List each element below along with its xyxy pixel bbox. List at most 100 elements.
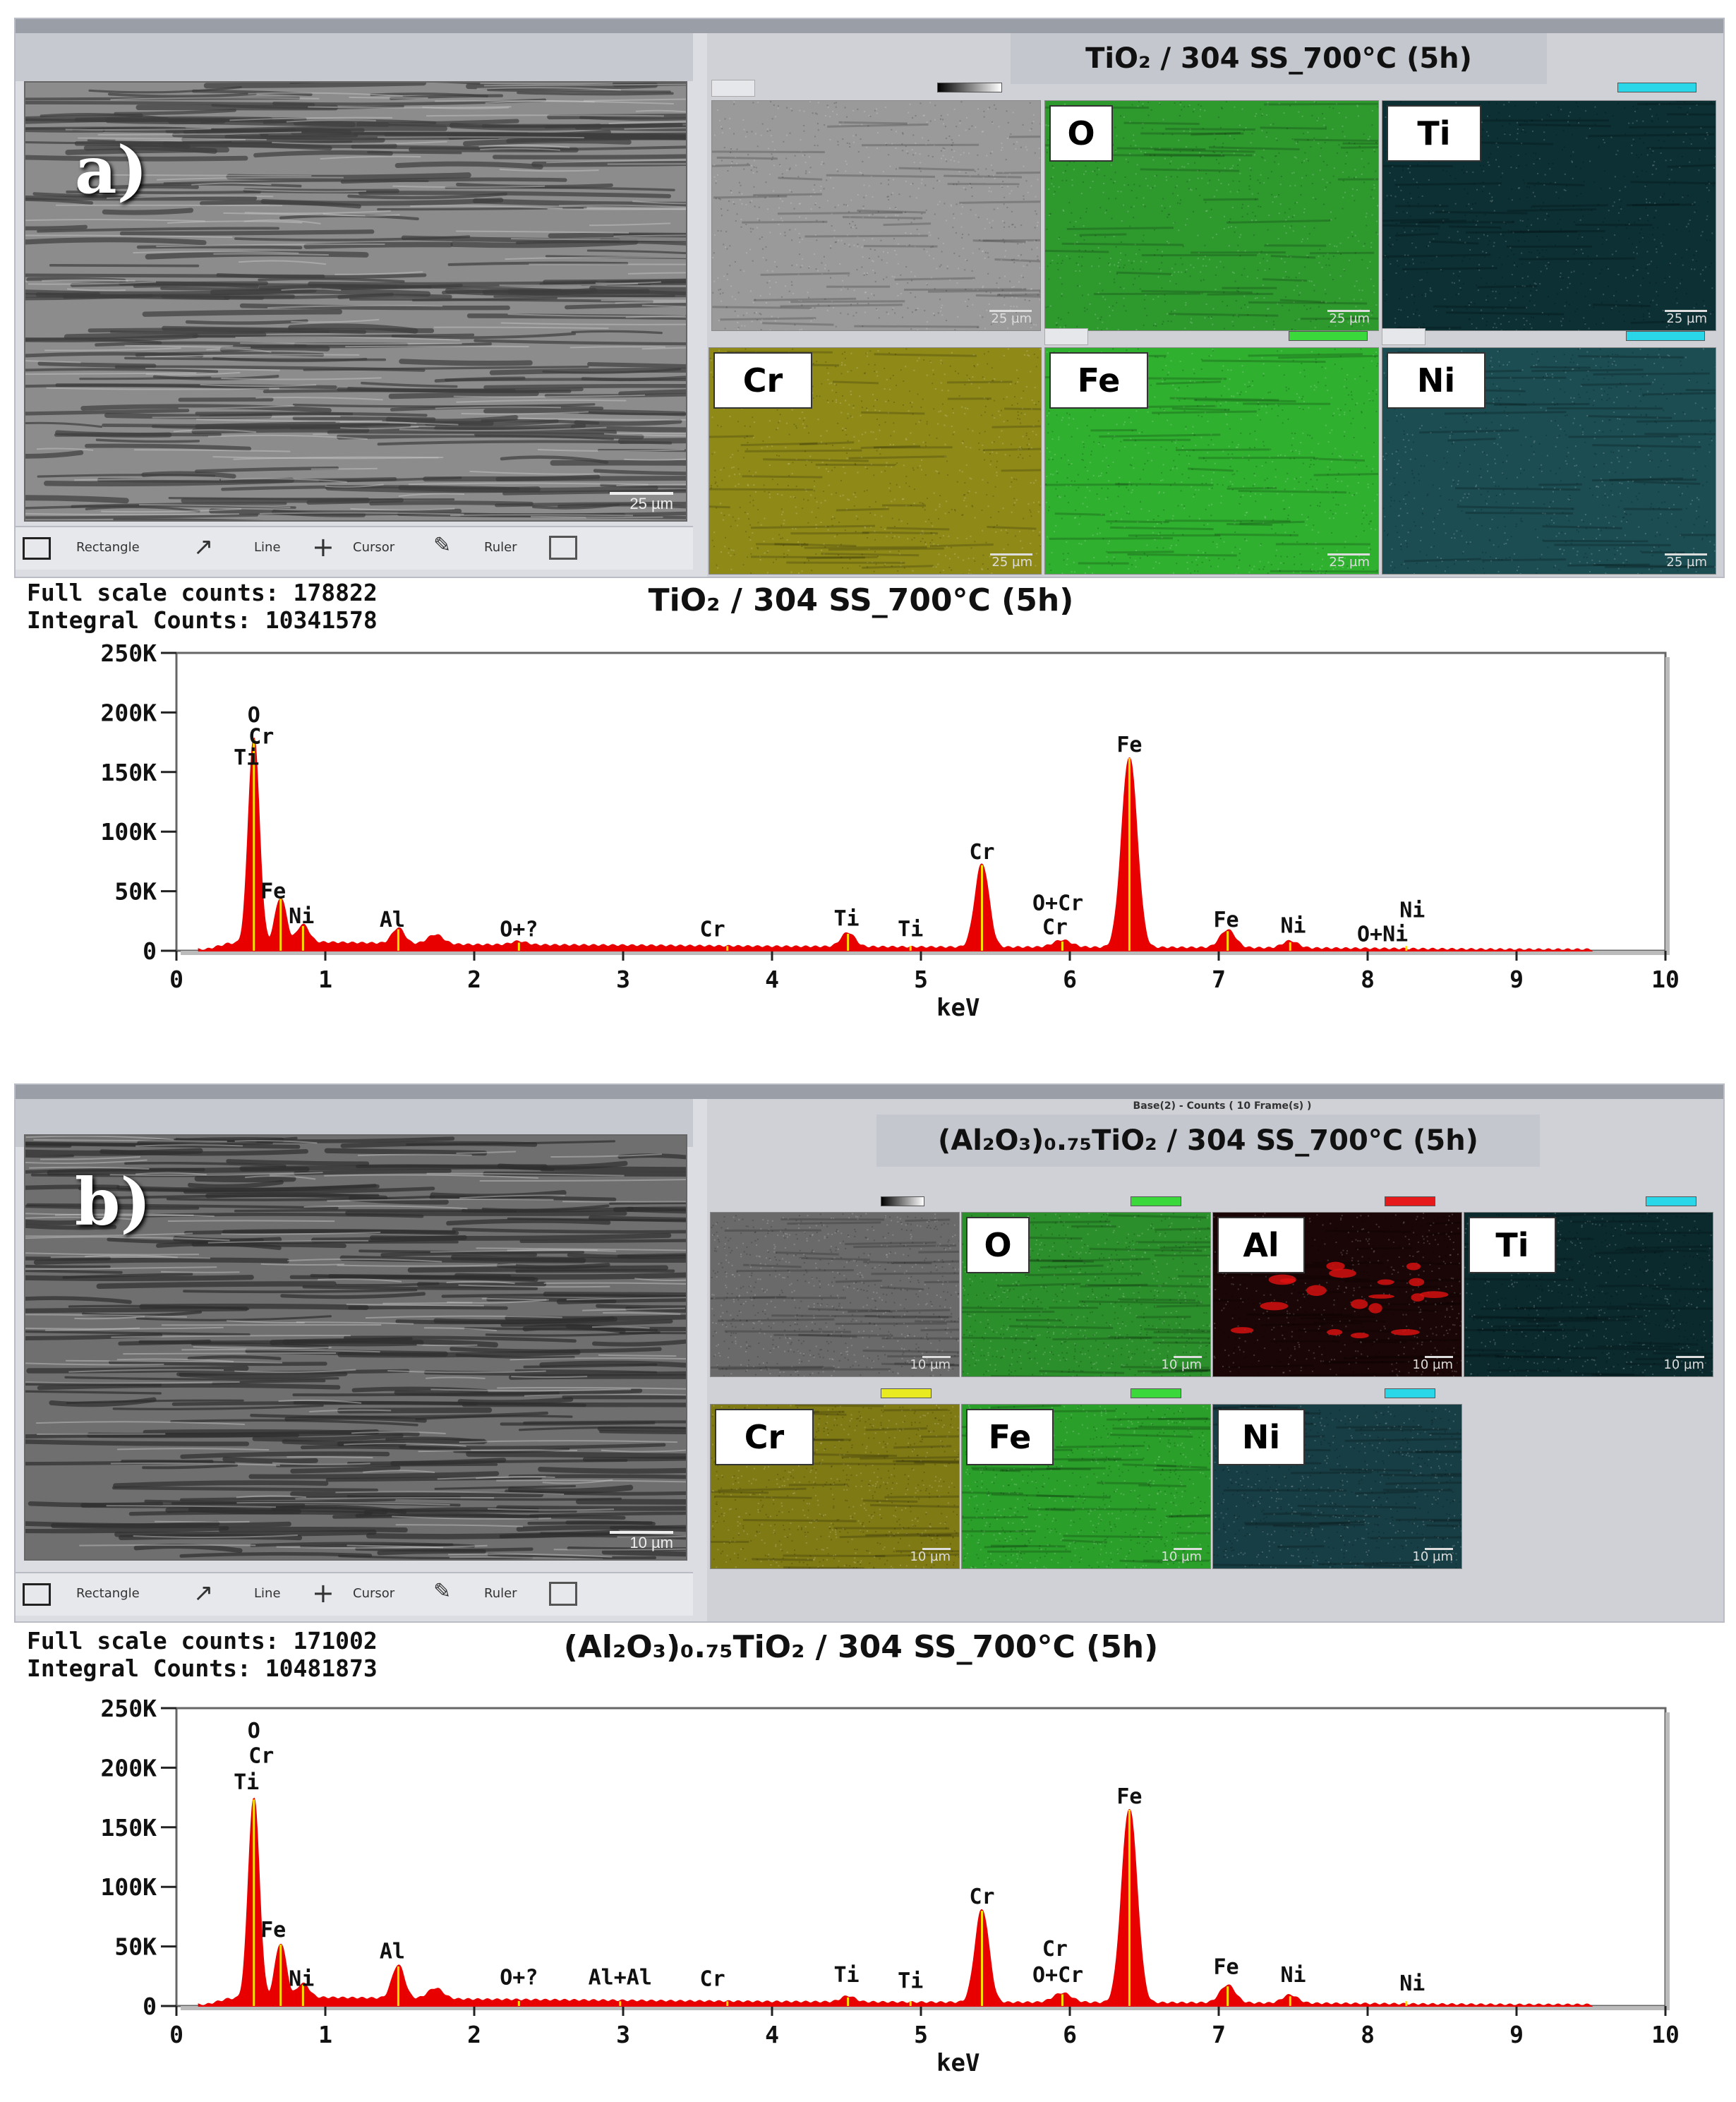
y-tick-label: 200K [101,699,157,726]
tile-header [1044,328,1088,345]
frame-shadow [181,951,1670,955]
spectrum-series [198,1797,1593,2007]
al-colorbar [1385,1196,1435,1206]
toolbar-a: Rectangle ↗ Line + Cursor ✎ Ruler [16,526,693,570]
peak-label: Cr [969,1885,994,1909]
x-tick-label: 10 [1651,2021,1680,2048]
map-caption: Base(2) - Counts ( 10 Frame(s) ) [1133,1100,1312,1112]
sem-image-b: b) 10 µm [24,1134,687,1561]
cursor-cross-icon[interactable]: + [312,1578,334,1609]
fe-map-label: Fe [966,1409,1054,1465]
grey-colorbar [937,83,1002,92]
y-tick-label: 0 [143,937,157,965]
spectrum-series [198,737,1593,952]
peak-label: Cr [248,724,274,749]
cr-colorbar [881,1388,932,1398]
peak-label: Al+Al [589,1966,652,1990]
x-tick-label: 3 [616,966,630,993]
grey-colorbar [881,1196,924,1206]
tile-header [711,80,755,97]
y-tick-label: 150K [101,759,157,786]
peak-label: Ti [234,746,259,771]
x-tick-label: 2 [467,966,481,993]
peak-label: Fe [1116,733,1142,757]
peak-label: Al [380,908,405,932]
al-map-label: Al [1217,1217,1305,1273]
ni-map-label: Ni [1217,1409,1305,1465]
image-tool-icon[interactable] [549,536,577,560]
rectangle-tool-icon[interactable] [23,537,51,560]
cursor-tool[interactable]: Cursor [353,1586,395,1601]
peak-label: Ti [833,1963,859,1988]
peak-label: Ti [234,1770,259,1795]
peak-label: O+Cr [1032,1963,1083,1988]
full-scale-counts: Full scale counts: 171002 [27,1627,378,1654]
tile-header [1382,328,1425,345]
line-tool[interactable]: Line [254,1586,281,1601]
peak-label: Ni [1280,1963,1306,1988]
cr-map: Cr 25 µm [709,347,1042,575]
o-map: O 10 µm [961,1212,1211,1377]
element-maps-b: Base(2) - Counts ( 10 Frame(s) ) (Al₂O₃)… [707,1099,1723,1621]
peak-label: Cr [700,918,725,942]
peak-label: Fe [260,1918,286,1942]
y-tick-label: 50K [114,878,157,906]
ruler-icon[interactable]: ✎ [433,533,452,558]
eds-software-window-b: b) 10 µm Rectangle ↗ Line + Cursor ✎ Rul… [14,1083,1725,1623]
line-arrow-icon[interactable]: ↗ [193,533,214,561]
x-axis-label: keV [936,2049,979,2077]
ni-map: Ni 25 µm [1382,347,1716,575]
x-tick-label: 0 [169,2021,183,2048]
al-map: Al 10 µm [1212,1212,1462,1377]
y-tick-label: 200K [101,1754,157,1782]
x-tick-label: 4 [765,2021,779,2048]
x-axis-label: keV [936,994,979,1022]
ti-map: Ti 25 µm [1382,100,1716,331]
y-tick-label: 0 [143,1993,157,2020]
cursor-tool[interactable]: Cursor [353,540,395,555]
x-tick-label: 8 [1361,966,1375,993]
peak-label: O [248,1719,260,1743]
peak-label: Cr [1042,1937,1068,1962]
rectangle-tool[interactable]: Rectangle [76,540,140,555]
grey-map: 10 µm [710,1212,960,1377]
peak-label: O+Cr [1032,891,1083,916]
ruler-tool[interactable]: Ruler [484,540,517,555]
ni-map: Ni 10 µm [1212,1404,1462,1569]
fe-colorbar [1131,1388,1181,1398]
cr-map-label: Cr [713,352,812,409]
panel-letter: a) [75,132,148,208]
peak-label: O+? [500,1966,538,1990]
ruler-tool[interactable]: Ruler [484,1586,517,1601]
peak-label: Cr [1042,915,1068,939]
x-tick-label: 10 [1651,966,1680,993]
x-tick-label: 1 [318,2021,332,2048]
x-tick-label: 5 [914,2021,928,2048]
peak-label: Fe [1213,908,1238,932]
o-colorbar [1131,1196,1181,1206]
cr-map-label: Cr [715,1409,814,1465]
eds-software-window-a: a) 25 µm Rectangle ↗ Line + Cursor ✎ Rul… [14,18,1725,578]
rectangle-tool[interactable]: Rectangle [76,1586,140,1601]
line-tool[interactable]: Line [254,540,281,555]
rectangle-tool-icon[interactable] [23,1583,51,1606]
peak-label: Cr [969,840,994,865]
cursor-cross-icon[interactable]: + [312,531,334,563]
peak-label: Cr [248,1744,274,1769]
image-tool-icon[interactable] [549,1582,577,1606]
line-arrow-icon[interactable]: ↗ [193,1579,214,1607]
peak-label: Fe [260,879,286,904]
peak-label: Ni [1399,1971,1425,1996]
ni-map-label: Ni [1387,352,1485,409]
peak-label: Ti [833,907,859,932]
o-map-label: O [1049,105,1113,162]
o-map-label: O [966,1217,1030,1273]
element-maps-a: TiO₂ / 304 SS_700°C (5h) 25 µm O 25 µm T… [707,33,1723,577]
panel-b: b) 10 µm Rectangle ↗ Line + Cursor ✎ Rul… [14,1083,1725,2100]
peak-label: Fe [1116,1784,1142,1809]
ruler-icon[interactable]: ✎ [433,1579,452,1604]
peak-label: Cr [700,1966,725,1991]
peak-label: O+Ni [1357,922,1408,947]
integral-counts: Integral Counts: 10341578 [27,606,378,634]
x-tick-label: 9 [1509,966,1524,993]
